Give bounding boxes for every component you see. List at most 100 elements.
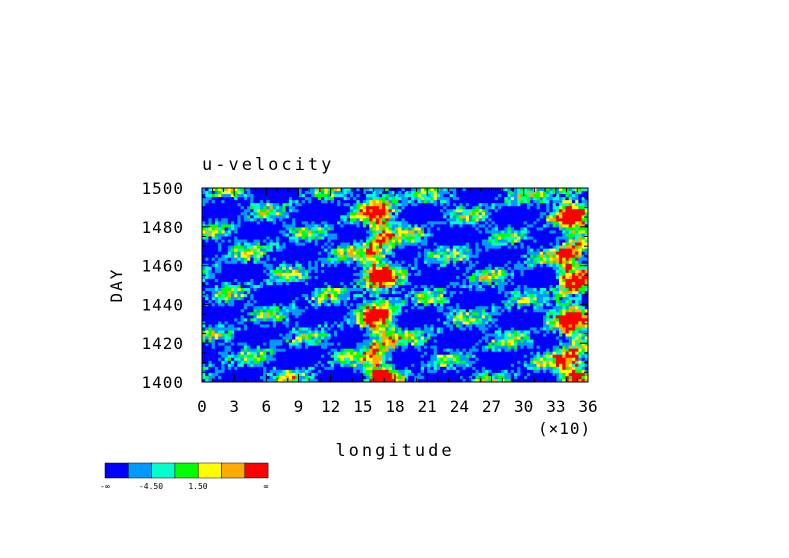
heatmap-cell	[372, 188, 377, 192]
heatmap-cell	[462, 215, 467, 219]
heatmap-cell	[202, 245, 206, 250]
heatmap-cell	[321, 266, 325, 271]
heatmap-cell	[288, 291, 293, 295]
heatmap-cell	[288, 272, 293, 277]
heatmap-cell	[440, 303, 444, 307]
heatmap-cell	[481, 260, 486, 265]
heatmap-cell	[301, 245, 306, 250]
heatmap-cell	[240, 236, 245, 240]
heatmap-cell	[488, 188, 492, 192]
heatmap-cell	[507, 251, 512, 256]
heatmap-cell	[459, 266, 463, 271]
heatmap-cell	[517, 203, 521, 207]
heatmap-cell	[488, 303, 492, 307]
heatmap-cell	[433, 278, 438, 283]
heatmap-cell	[221, 263, 225, 268]
heatmap-cell	[263, 263, 267, 268]
heatmap-cell	[375, 254, 380, 259]
heatmap-cell	[526, 191, 531, 195]
heatmap-cell	[565, 224, 570, 228]
heatmap-cell	[478, 306, 483, 310]
heatmap-cell	[343, 209, 348, 213]
heatmap-cell	[427, 303, 431, 307]
heatmap-cell	[324, 269, 328, 274]
heatmap-cell	[517, 236, 521, 240]
heatmap-cell	[411, 312, 415, 316]
heatmap-cell	[359, 200, 364, 204]
heatmap-cell	[295, 197, 299, 201]
heatmap-cell	[494, 303, 499, 307]
heatmap-cell	[324, 266, 328, 271]
heatmap-cell	[288, 188, 293, 192]
heatmap-cell	[311, 285, 315, 289]
heatmap-cell	[333, 194, 338, 198]
heatmap-cell	[398, 291, 402, 295]
heatmap-cell	[295, 221, 299, 225]
heatmap-cell	[288, 269, 293, 274]
heatmap-cell	[292, 191, 296, 195]
heatmap-cell	[472, 278, 476, 283]
heatmap-cell	[337, 288, 341, 292]
heatmap-cell	[247, 272, 251, 277]
heatmap-cell	[581, 266, 586, 271]
heatmap-cell	[427, 309, 431, 313]
heatmap-cell	[327, 212, 332, 216]
heatmap-cell	[468, 269, 473, 274]
heatmap-cell	[536, 242, 541, 246]
heatmap-cell	[433, 294, 438, 298]
heatmap-cell	[243, 233, 248, 237]
heatmap-cell	[523, 275, 528, 280]
heatmap-cell	[472, 233, 476, 237]
heatmap-cell	[362, 212, 367, 216]
heatmap-cell	[395, 281, 399, 286]
heatmap-cell	[456, 218, 460, 222]
heatmap-cell	[311, 233, 315, 237]
heatmap-cell	[568, 206, 573, 210]
heatmap-cell	[510, 288, 515, 292]
heatmap-cell	[359, 303, 364, 307]
heatmap-cell	[542, 191, 547, 195]
heatmap-cell	[234, 227, 238, 231]
heatmap-cell	[501, 254, 505, 259]
heatmap-cell	[507, 212, 512, 216]
heatmap-cell	[578, 191, 582, 195]
heatmap-cell	[485, 285, 489, 289]
heatmap-cell	[571, 263, 576, 268]
heatmap-cell	[282, 188, 287, 192]
heatmap-cell	[497, 300, 502, 304]
heatmap-cell	[417, 263, 422, 268]
heatmap-cell	[211, 188, 216, 192]
heatmap-cell	[366, 278, 370, 283]
heatmap-cell	[234, 221, 238, 225]
heatmap-cell	[449, 245, 454, 250]
heatmap-cell	[330, 294, 335, 298]
heatmap-cell	[494, 230, 499, 234]
heatmap-cell	[520, 203, 525, 207]
heatmap-cell	[221, 254, 225, 259]
heatmap-cell	[571, 212, 576, 216]
heatmap-cell	[526, 281, 531, 286]
heatmap-cell	[562, 242, 566, 246]
heatmap-cell	[362, 224, 367, 228]
heatmap-cell	[494, 300, 499, 304]
heatmap-cell	[568, 297, 573, 301]
heatmap-cell	[497, 275, 502, 280]
heatmap-cell	[391, 288, 396, 292]
heatmap-cell	[465, 303, 470, 307]
heatmap-cell	[211, 254, 216, 259]
heatmap-cell	[353, 309, 357, 313]
heatmap-cell	[263, 260, 267, 265]
heatmap-cell	[327, 303, 332, 307]
heatmap-cell	[330, 269, 335, 274]
heatmap-cell	[443, 303, 447, 307]
heatmap-cell	[430, 224, 434, 228]
heatmap-cell	[317, 303, 322, 307]
heatmap-cell	[330, 309, 335, 313]
heatmap-cell	[526, 197, 531, 201]
heatmap-cell	[584, 242, 589, 246]
heatmap-cell	[497, 197, 502, 201]
heatmap-cell	[327, 248, 332, 253]
heatmap-cell	[578, 272, 582, 277]
heatmap-cell	[378, 233, 383, 237]
heatmap-cell	[481, 309, 486, 313]
